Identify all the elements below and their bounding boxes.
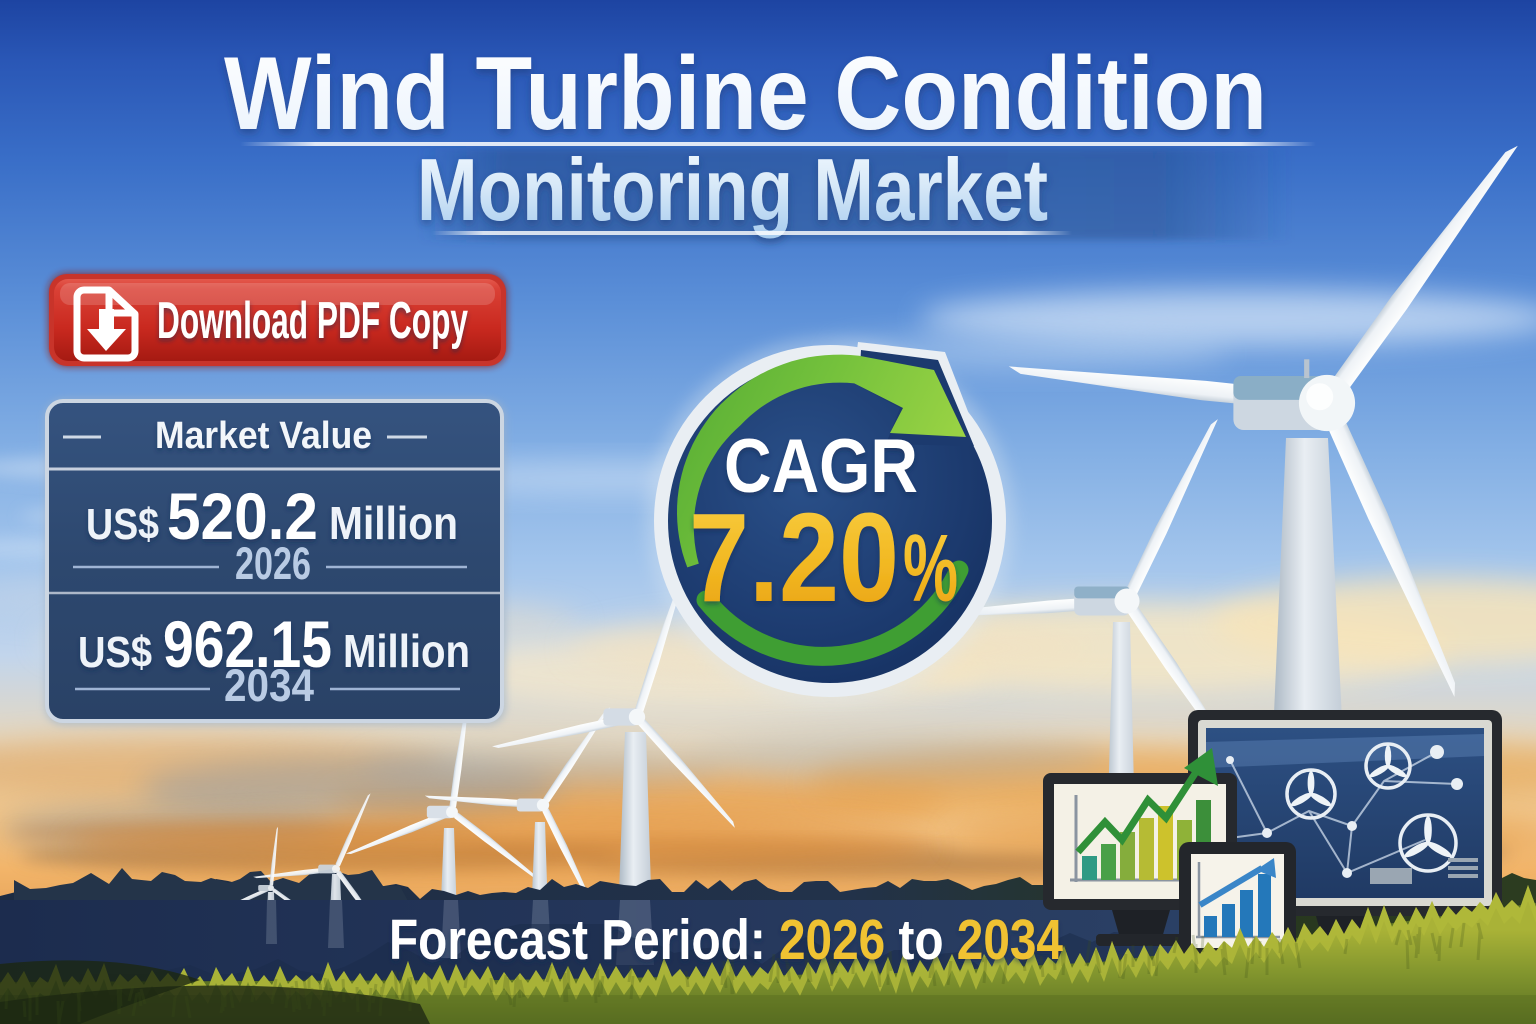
svg-text:Monitoring Market: Monitoring Market (417, 140, 1048, 239)
svg-text:Download PDF Copy: Download PDF Copy (157, 292, 468, 350)
svg-text:Wind Turbine Condition: Wind Turbine Condition (224, 36, 1267, 152)
svg-text:Forecast Period: 2026 to 2034: Forecast Period: 2026 to 2034 (389, 908, 1063, 972)
svg-text:US$: US$ (86, 500, 159, 549)
svg-text:Million: Million (329, 497, 458, 549)
svg-text:US$: US$ (78, 628, 152, 677)
svg-text:520.2: 520.2 (167, 479, 318, 553)
svg-text:Million: Million (343, 625, 470, 677)
svg-text:2026: 2026 (235, 538, 311, 589)
svg-text:962.15: 962.15 (163, 607, 332, 681)
svg-text:%: % (903, 515, 958, 622)
svg-text:Market Value: Market Value (155, 415, 372, 457)
svg-text:2034: 2034 (224, 660, 314, 711)
svg-text:7.20: 7.20 (689, 487, 899, 628)
svg-text:CAGR: CAGR (724, 424, 918, 509)
